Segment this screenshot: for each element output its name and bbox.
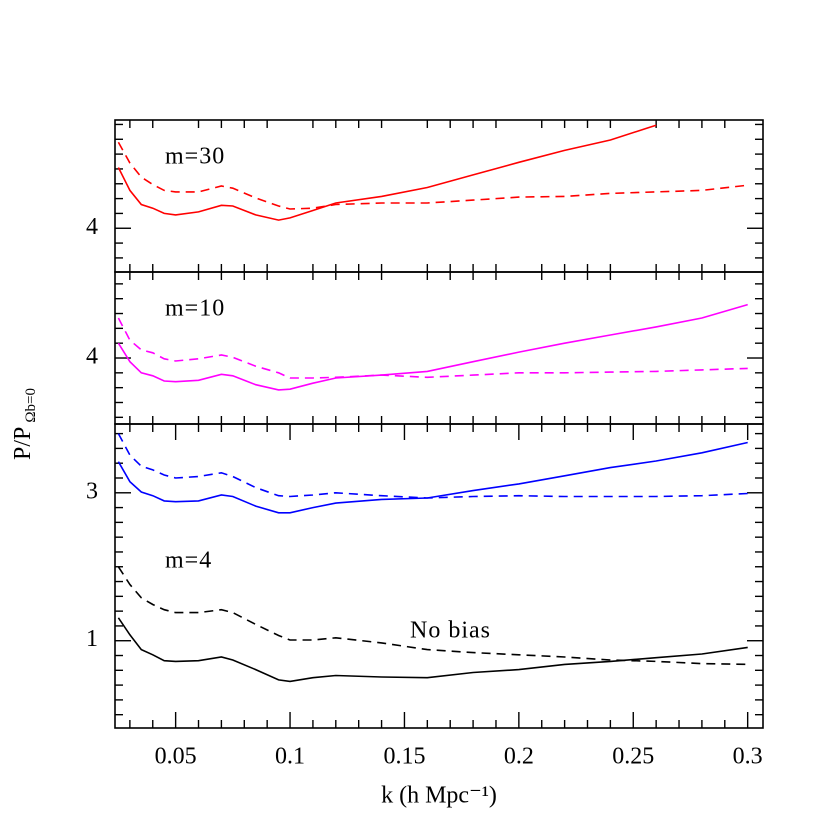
line-series [117, 317, 748, 379]
x-axis-label: k (h Mpc⁻¹) [381, 783, 497, 809]
line-series [117, 433, 748, 499]
line-series [117, 141, 748, 210]
y-tick-label: 3 [86, 478, 98, 504]
line-series [117, 303, 748, 391]
annotation: m=30 [165, 144, 225, 170]
x-tick-label: 0.25 [612, 744, 654, 770]
plot-area [117, 124, 748, 221]
annotation: m=4 [165, 548, 212, 574]
x-tick-label: 0.15 [383, 744, 425, 770]
line-series [117, 566, 748, 666]
x-tick-label: 0.1 [275, 744, 305, 770]
line-series [117, 124, 657, 221]
y-axis-label: P/P Ωb=0 [10, 388, 40, 460]
annotation: No bias [410, 618, 491, 644]
x-tick-label: 0.3 [733, 744, 763, 770]
y-axis-label-main: P/P [10, 427, 36, 460]
y-tick-label: 4 [86, 344, 98, 370]
y-tick-label: 1 [86, 626, 98, 652]
line-series [117, 617, 748, 683]
panel-frame [114, 423, 764, 729]
x-tick-label: 0.2 [504, 744, 534, 770]
line-series [117, 441, 748, 514]
plot-area [117, 303, 748, 391]
x-tick-label: 0.05 [155, 744, 197, 770]
y-tick-label: 4 [86, 214, 98, 240]
y-axis-label-sub: Ωb=0 [23, 388, 39, 423]
plot-area [117, 433, 748, 683]
annotation: m=10 [165, 296, 225, 322]
